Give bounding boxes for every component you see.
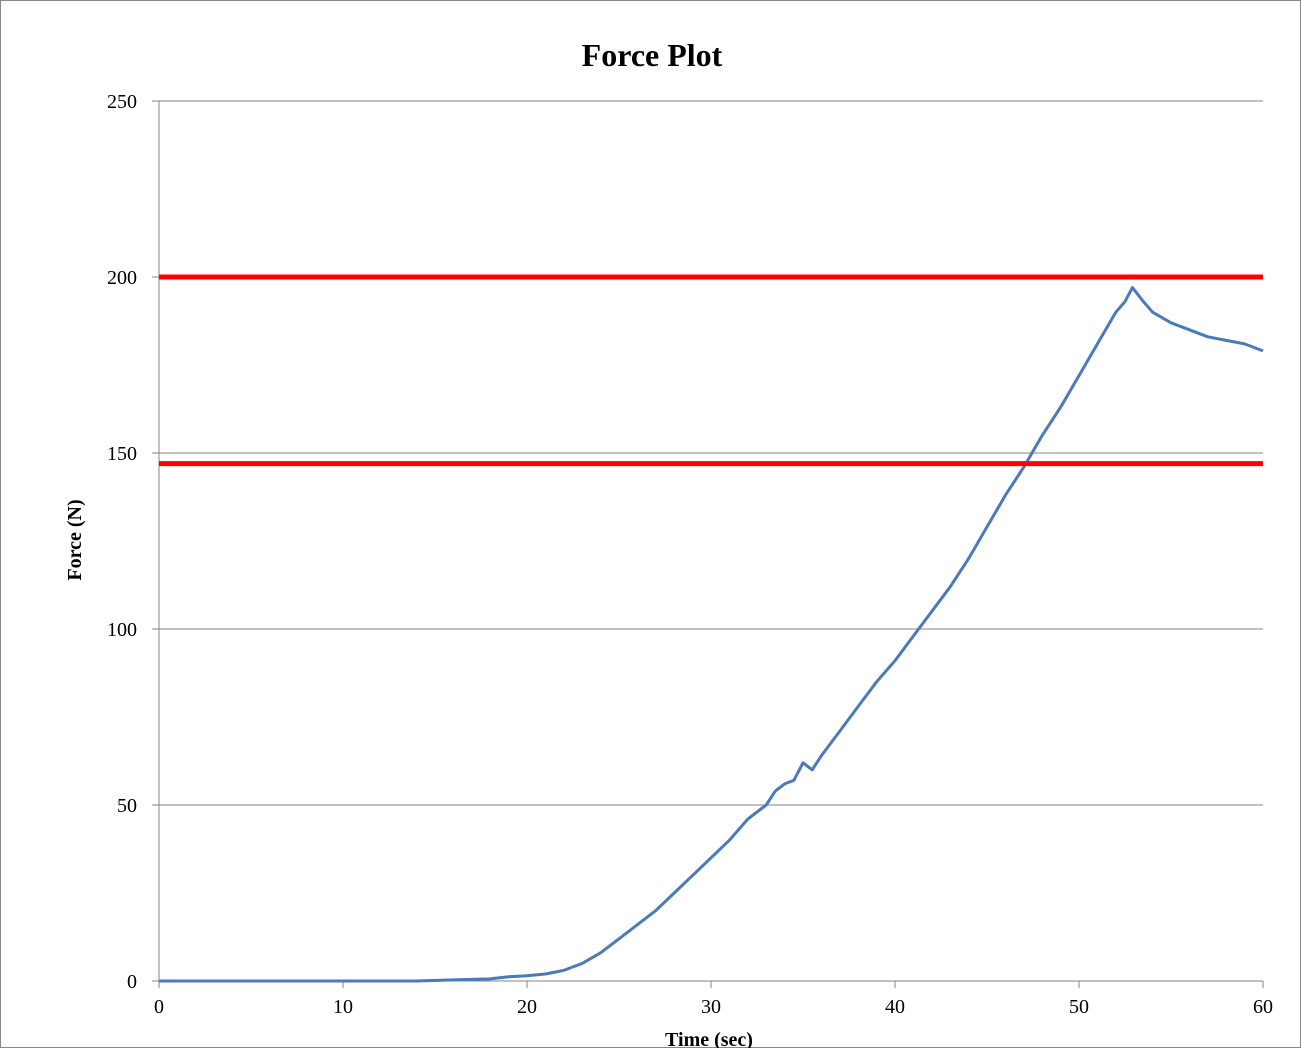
x-tick-label: 60 — [1253, 996, 1273, 1018]
y-axis-title: Force (N) — [64, 499, 86, 580]
x-tick-label: 50 — [1069, 996, 1089, 1018]
tick-labels: 0 50 100 150 200 250 0 10 20 30 40 50 60 — [107, 91, 1273, 1018]
x-tick-label: 40 — [885, 996, 905, 1018]
x-axis-title: Time (sec) — [665, 1029, 753, 1048]
series-layer — [159, 274, 1264, 983]
y-tick-label: 150 — [107, 443, 137, 465]
y-tick-label: 100 — [107, 619, 137, 641]
x-tick-label: 0 — [154, 996, 164, 1018]
x-tick-label: 30 — [701, 996, 721, 1018]
x-tick-label: 10 — [333, 996, 353, 1018]
chart-title: Force Plot — [582, 37, 723, 73]
y-tick-label: 250 — [107, 91, 137, 113]
y-tick-label: 0 — [127, 971, 137, 993]
force-series-line — [159, 286, 1264, 983]
y-tick-label: 200 — [107, 267, 137, 289]
x-tick-label: 20 — [517, 996, 537, 1018]
y-tick-label: 50 — [117, 795, 137, 817]
